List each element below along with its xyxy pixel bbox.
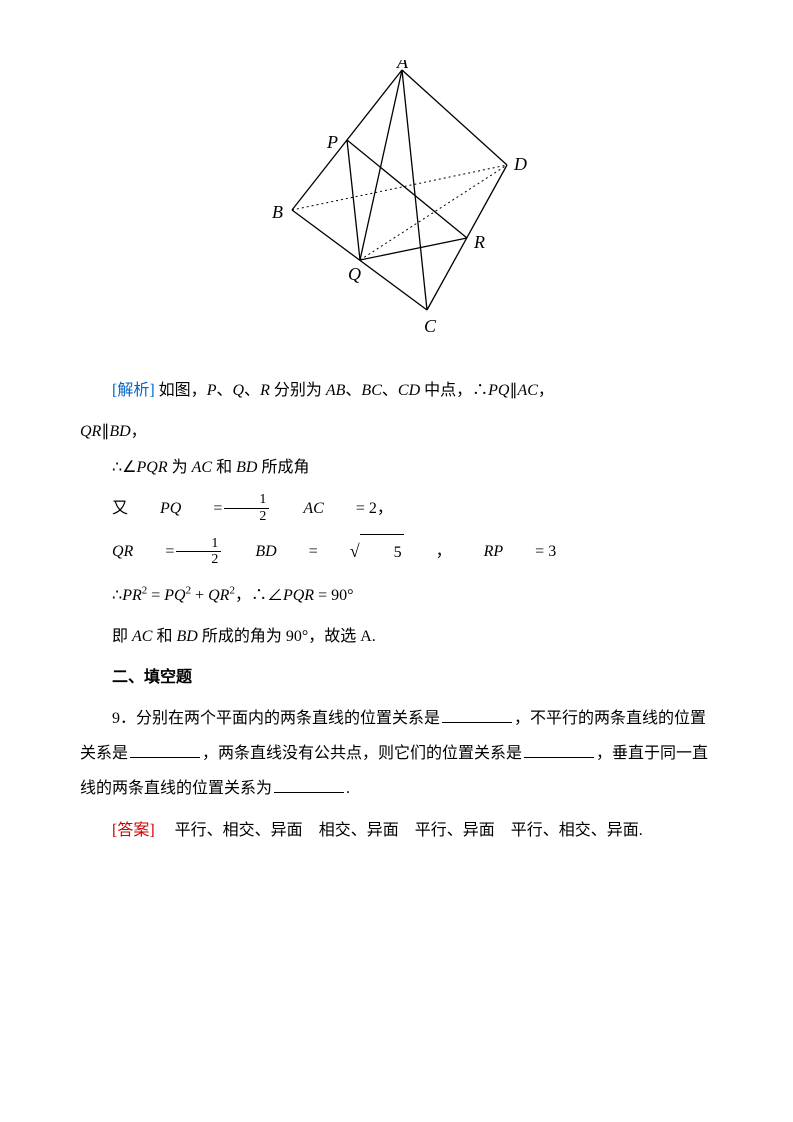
blank-2 xyxy=(130,742,200,758)
svg-text:B: B xyxy=(272,202,283,222)
answer-label: [答案] xyxy=(112,822,155,839)
section-2-title: 二、填空题 xyxy=(80,660,713,695)
fraction-half-1: 12 xyxy=(224,492,269,524)
analysis-line-1: [解析] 如图，P、Q、R 分别为 AB、BC、CD 中点，∴PQ∥AC， xyxy=(80,373,713,408)
svg-text:P: P xyxy=(326,132,338,152)
diagram-svg: A B C D P Q R xyxy=(252,60,542,340)
svg-text:Q: Q xyxy=(348,264,361,284)
blank-1 xyxy=(442,707,512,723)
fraction-half-2: 12 xyxy=(176,536,221,568)
svg-text:A: A xyxy=(396,60,409,72)
svg-text:D: D xyxy=(513,154,527,174)
svg-text:C: C xyxy=(424,316,437,336)
sqrt-5: √5 xyxy=(318,532,404,572)
math-line-7: 即 AC 和 BD 所成的角为 90°，故选 A. xyxy=(80,619,713,654)
geometry-diagram: A B C D P Q R xyxy=(80,60,713,353)
svg-text:R: R xyxy=(473,232,485,252)
math-line-5: QR = 12 BD = √5 ， RP = 3 xyxy=(80,532,713,572)
math-line-4: 又 PQ = 12 AC = 2， xyxy=(80,491,713,526)
analysis-line-2: QR∥BD， xyxy=(80,414,713,449)
analysis-line-3: ∴∠PQR 为 AC 和 BD 所成角 xyxy=(80,450,713,485)
question-9: 9．分别在两个平面内的两条直线的位置关系是，不平行的两条直线的位置关系是，两条直… xyxy=(80,701,713,807)
analysis-label: [解析] xyxy=(112,382,155,399)
math-line-6: ∴PR2 = PQ2 + QR2，∴∠PQR = 90° xyxy=(80,578,713,613)
blank-4 xyxy=(274,777,344,793)
blank-3 xyxy=(524,742,594,758)
answer-9: [答案] 平行、相交、异面相交、异面平行、异面平行、相交、异面. xyxy=(80,813,713,848)
